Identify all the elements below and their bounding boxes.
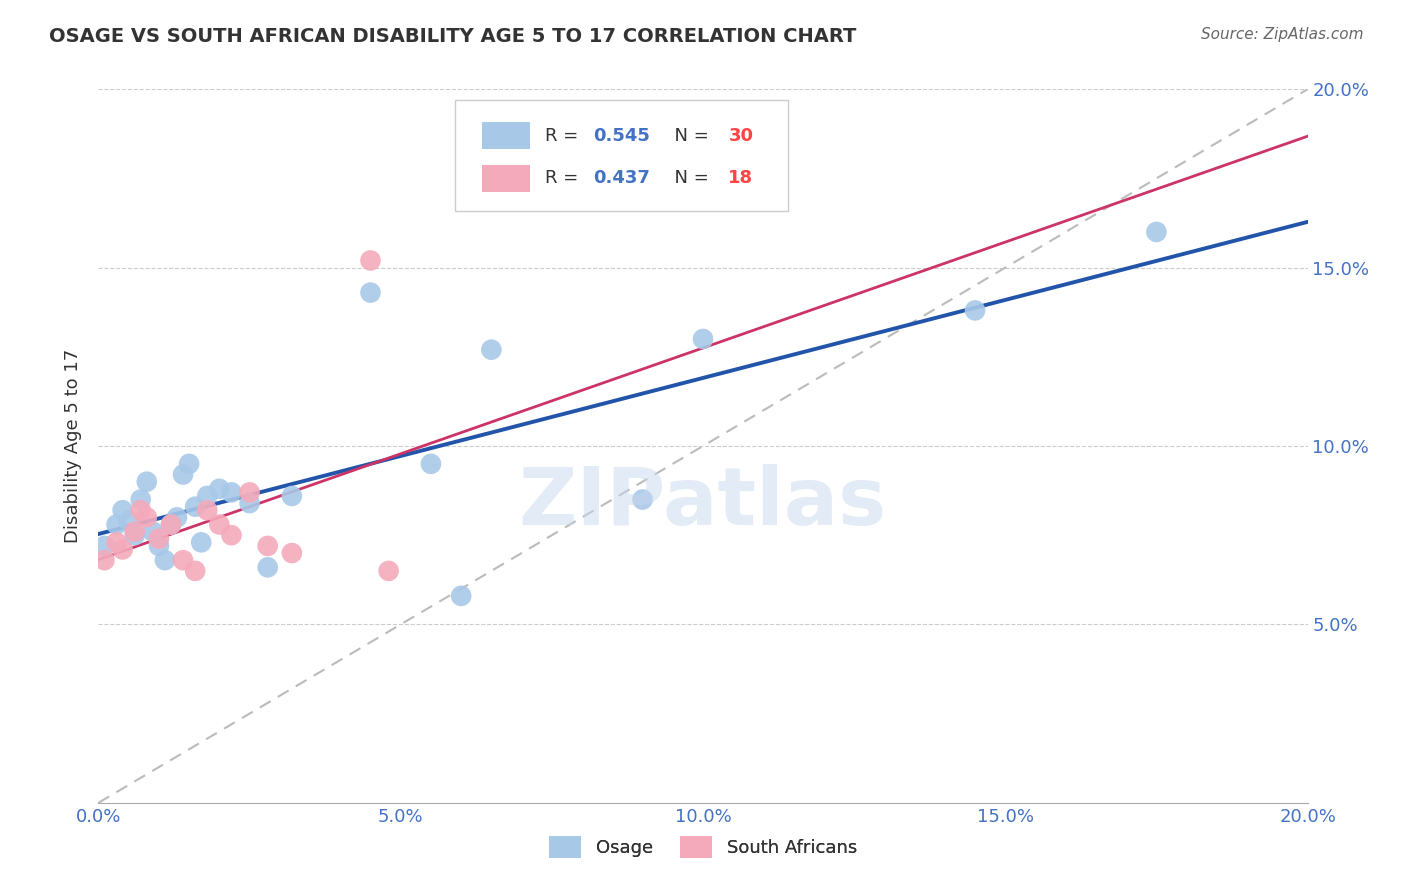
Text: R =: R =: [544, 127, 583, 145]
Point: [190, 535, 212, 549]
FancyBboxPatch shape: [482, 165, 530, 192]
Point: [153, 553, 176, 567]
Text: 30: 30: [728, 127, 754, 145]
Point: [239, 496, 262, 510]
Point: [281, 489, 304, 503]
Point: [256, 560, 278, 574]
Y-axis label: Disability Age 5 to 17: Disability Age 5 to 17: [65, 349, 83, 543]
Text: 0.545: 0.545: [593, 127, 650, 145]
Point: [105, 517, 128, 532]
Point: [481, 343, 503, 357]
Point: [172, 467, 194, 482]
Point: [148, 532, 170, 546]
Point: [195, 503, 218, 517]
Text: ZIPatlas: ZIPatlas: [519, 464, 887, 542]
Point: [360, 285, 382, 300]
Point: [450, 589, 472, 603]
Point: [129, 503, 152, 517]
Point: [965, 303, 987, 318]
Point: [692, 332, 714, 346]
Point: [172, 553, 194, 567]
Point: [195, 489, 218, 503]
Point: [166, 510, 188, 524]
Text: 0.437: 0.437: [593, 169, 650, 187]
Point: [208, 517, 231, 532]
Point: [142, 524, 165, 539]
Point: [256, 539, 278, 553]
Point: [184, 564, 207, 578]
Point: [208, 482, 231, 496]
Point: [360, 253, 382, 268]
Point: [631, 492, 654, 507]
Point: [184, 500, 207, 514]
Text: Source: ZipAtlas.com: Source: ZipAtlas.com: [1201, 27, 1364, 42]
Text: N =: N =: [664, 127, 714, 145]
Point: [135, 475, 157, 489]
FancyBboxPatch shape: [482, 122, 530, 149]
Point: [160, 517, 183, 532]
Text: R =: R =: [544, 169, 583, 187]
Point: [281, 546, 304, 560]
Text: 18: 18: [728, 169, 754, 187]
FancyBboxPatch shape: [456, 100, 787, 211]
Point: [93, 539, 115, 553]
Point: [129, 492, 152, 507]
Point: [93, 553, 115, 567]
Point: [1144, 225, 1167, 239]
Point: [111, 542, 134, 557]
Point: [148, 539, 170, 553]
Point: [135, 510, 157, 524]
Legend: Osage, South Africans: Osage, South Africans: [541, 829, 865, 865]
Point: [105, 535, 128, 549]
Point: [221, 485, 243, 500]
Point: [124, 528, 146, 542]
Point: [179, 457, 201, 471]
Point: [160, 517, 183, 532]
Text: N =: N =: [664, 169, 714, 187]
Point: [124, 524, 146, 539]
Point: [111, 503, 134, 517]
Point: [377, 564, 399, 578]
Point: [239, 485, 262, 500]
Point: [420, 457, 443, 471]
Point: [221, 528, 243, 542]
Point: [118, 514, 141, 528]
Text: OSAGE VS SOUTH AFRICAN DISABILITY AGE 5 TO 17 CORRELATION CHART: OSAGE VS SOUTH AFRICAN DISABILITY AGE 5 …: [49, 27, 856, 45]
